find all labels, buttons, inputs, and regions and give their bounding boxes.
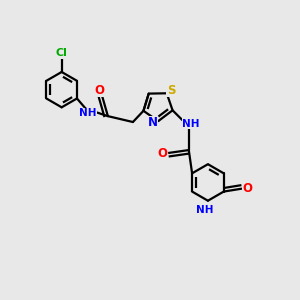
Text: NH: NH: [196, 205, 214, 214]
Text: S: S: [167, 84, 176, 97]
Text: O: O: [94, 84, 105, 97]
Text: NH: NH: [79, 108, 96, 118]
Text: Cl: Cl: [56, 48, 68, 59]
Text: N: N: [148, 116, 158, 129]
Text: O: O: [243, 182, 253, 195]
Text: NH: NH: [182, 118, 200, 129]
Text: O: O: [157, 146, 167, 160]
